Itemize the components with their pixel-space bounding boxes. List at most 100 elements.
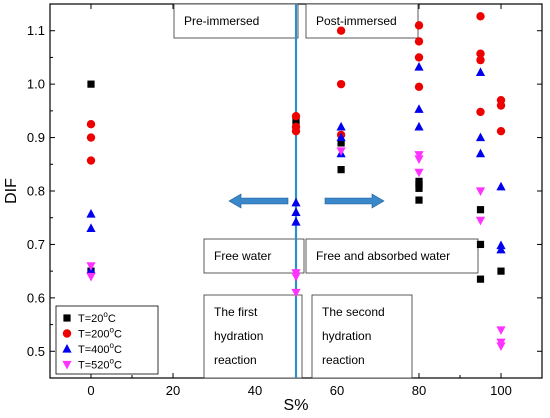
- data-point: [336, 132, 346, 142]
- data-point: [336, 26, 346, 35]
- second-hydration-reaction-label: The second hydration reaction: [311, 294, 413, 379]
- legend-entry: T=520oC: [62, 357, 122, 372]
- legend-label: T=400oC: [78, 341, 122, 356]
- legend-marker: [62, 344, 72, 353]
- legend-entry: T=200oC: [62, 326, 122, 341]
- legend-label-unit: C: [114, 329, 122, 341]
- data-point: [86, 156, 96, 165]
- data-point: [414, 121, 424, 131]
- data-point: [414, 21, 424, 30]
- second-hydration-reaction-label-line: hydration: [322, 329, 371, 343]
- data-point: [415, 180, 423, 189]
- data-point: [476, 107, 485, 117]
- data-point: [414, 53, 424, 62]
- data-point: [475, 67, 486, 76]
- second-hydration-reaction-label-line: The second: [322, 305, 385, 319]
- data-point: [336, 79, 346, 89]
- series-4: [86, 147, 506, 351]
- first-hydration-reaction-label-line: hydration: [214, 329, 263, 343]
- data-point: [496, 126, 506, 136]
- data-point: [496, 101, 506, 110]
- series-3: [86, 62, 506, 274]
- data-point: [337, 166, 345, 174]
- divider-layer: [228, 4, 385, 378]
- legend-entry: T=400oC: [62, 341, 122, 356]
- left-arrow: [228, 193, 289, 209]
- legend-label-unit: C: [114, 344, 122, 356]
- annotation-layer: Pre-immersed Post-immersed Free water Free …: [173, 3, 479, 379]
- first-hydration-reaction-label: The first hydration reaction: [203, 294, 303, 379]
- data-point: [475, 216, 486, 226]
- data-point: [291, 126, 301, 136]
- data-point: [337, 139, 345, 147]
- legend-entry: T=20oC: [63, 310, 116, 325]
- free-absorbed-water-label-box: [305, 238, 479, 274]
- free-water-label-box: [203, 238, 305, 274]
- x-tick-label: 100: [490, 383, 512, 398]
- right-arrow: [324, 193, 385, 209]
- first-hydration-reaction-label-line: reaction: [214, 353, 257, 367]
- second-hydration-reaction-label-line: reaction: [322, 353, 365, 367]
- data-point: [291, 216, 301, 226]
- data-point: [415, 184, 423, 192]
- data-point: [475, 187, 486, 196]
- legend-label-unit: C: [114, 360, 122, 372]
- x-tick-label: 80: [412, 383, 426, 398]
- data-point: [86, 133, 96, 142]
- y-tick-label: 0.7: [27, 237, 45, 252]
- legend-label-degree: o: [110, 357, 115, 366]
- data-point: [476, 55, 485, 65]
- data-point: [86, 223, 96, 232]
- legend-label: T=20oC: [78, 310, 116, 325]
- legend-label-degree: o: [110, 326, 115, 335]
- data-point: [475, 132, 486, 142]
- pre-immersed-label-box: [173, 3, 299, 39]
- post-immersed-label-text: Post-immersed: [316, 14, 397, 28]
- free-absorbed-water-label: Free and absorbed water: [305, 238, 479, 274]
- free-water-label: Free water: [203, 238, 305, 274]
- first-hydration-reaction-label-line: The first: [214, 305, 258, 319]
- data-point: [291, 288, 301, 298]
- legend-box: [55, 305, 159, 375]
- free-water-label-text: Free water: [214, 249, 271, 263]
- legend-label-main: T=400: [78, 344, 110, 356]
- y-tick-label: 1.0: [27, 77, 45, 92]
- data-point: [415, 196, 423, 204]
- data-point: [336, 121, 346, 131]
- data-point: [414, 37, 424, 46]
- post-immersed-label-box: [305, 3, 419, 39]
- x-tick-label: 20: [166, 383, 180, 398]
- data-point: [476, 275, 485, 283]
- legend-marker: [62, 329, 72, 338]
- x-tick-label: 40: [248, 383, 262, 398]
- axis-ticks: [50, 4, 542, 378]
- x-tick-label: 60: [330, 383, 344, 398]
- first-hydration-reaction-label-box: [203, 294, 303, 379]
- post-immersed-label: Post-immersed: [305, 3, 419, 39]
- y-tick-label: 0.9: [27, 130, 45, 145]
- y-tick-label: 0.5: [27, 344, 45, 359]
- legend-label-degree: o: [110, 341, 115, 350]
- second-hydration-reaction-label-box: [311, 294, 413, 379]
- legend-label-main: T=200: [78, 329, 110, 341]
- data-point: [86, 208, 96, 218]
- data-point: [496, 342, 506, 351]
- data-point: [476, 206, 485, 214]
- data-point: [86, 272, 96, 282]
- legend-label-main: T=520: [78, 360, 110, 372]
- legend-label: T=520oC: [78, 357, 122, 372]
- data-point: [86, 262, 96, 271]
- data-point: [496, 244, 506, 254]
- data-point: [496, 181, 506, 191]
- legend-label-main: T=20: [78, 313, 103, 325]
- legend-label-unit: C: [108, 313, 116, 325]
- data-point: [414, 62, 424, 71]
- data-point: [414, 104, 424, 113]
- y-axis-label: DIF: [3, 178, 20, 204]
- data-point: [291, 197, 301, 207]
- free-absorbed-water-label-text: Free and absorbed water: [316, 249, 450, 263]
- legend-label: T=200oC: [78, 326, 122, 341]
- data-point: [291, 207, 301, 216]
